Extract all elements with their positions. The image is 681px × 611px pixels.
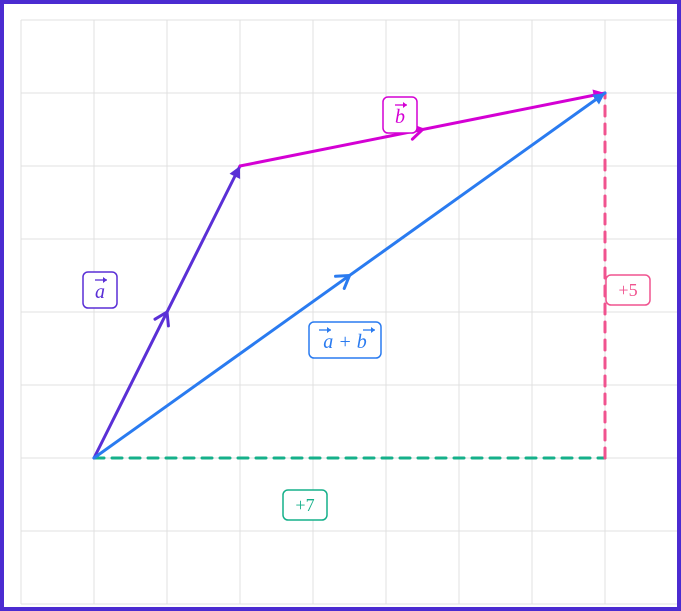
svg-text:a: a [95,281,105,303]
svg-text:b: b [395,106,405,128]
svg-text:+5: +5 [618,280,637,300]
label-dx: +7 [283,490,327,520]
label-sum: a + b [309,322,381,358]
diagram-frame: a b a + b +7 +5 [0,0,681,611]
svg-text:a + b: a + b [323,331,367,353]
svg-text:+7: +7 [295,495,314,515]
label-dy: +5 [606,275,650,305]
label-b: b [383,97,417,133]
vector-diagram: a b a + b +7 +5 [0,0,681,611]
label-a: a [83,272,117,308]
